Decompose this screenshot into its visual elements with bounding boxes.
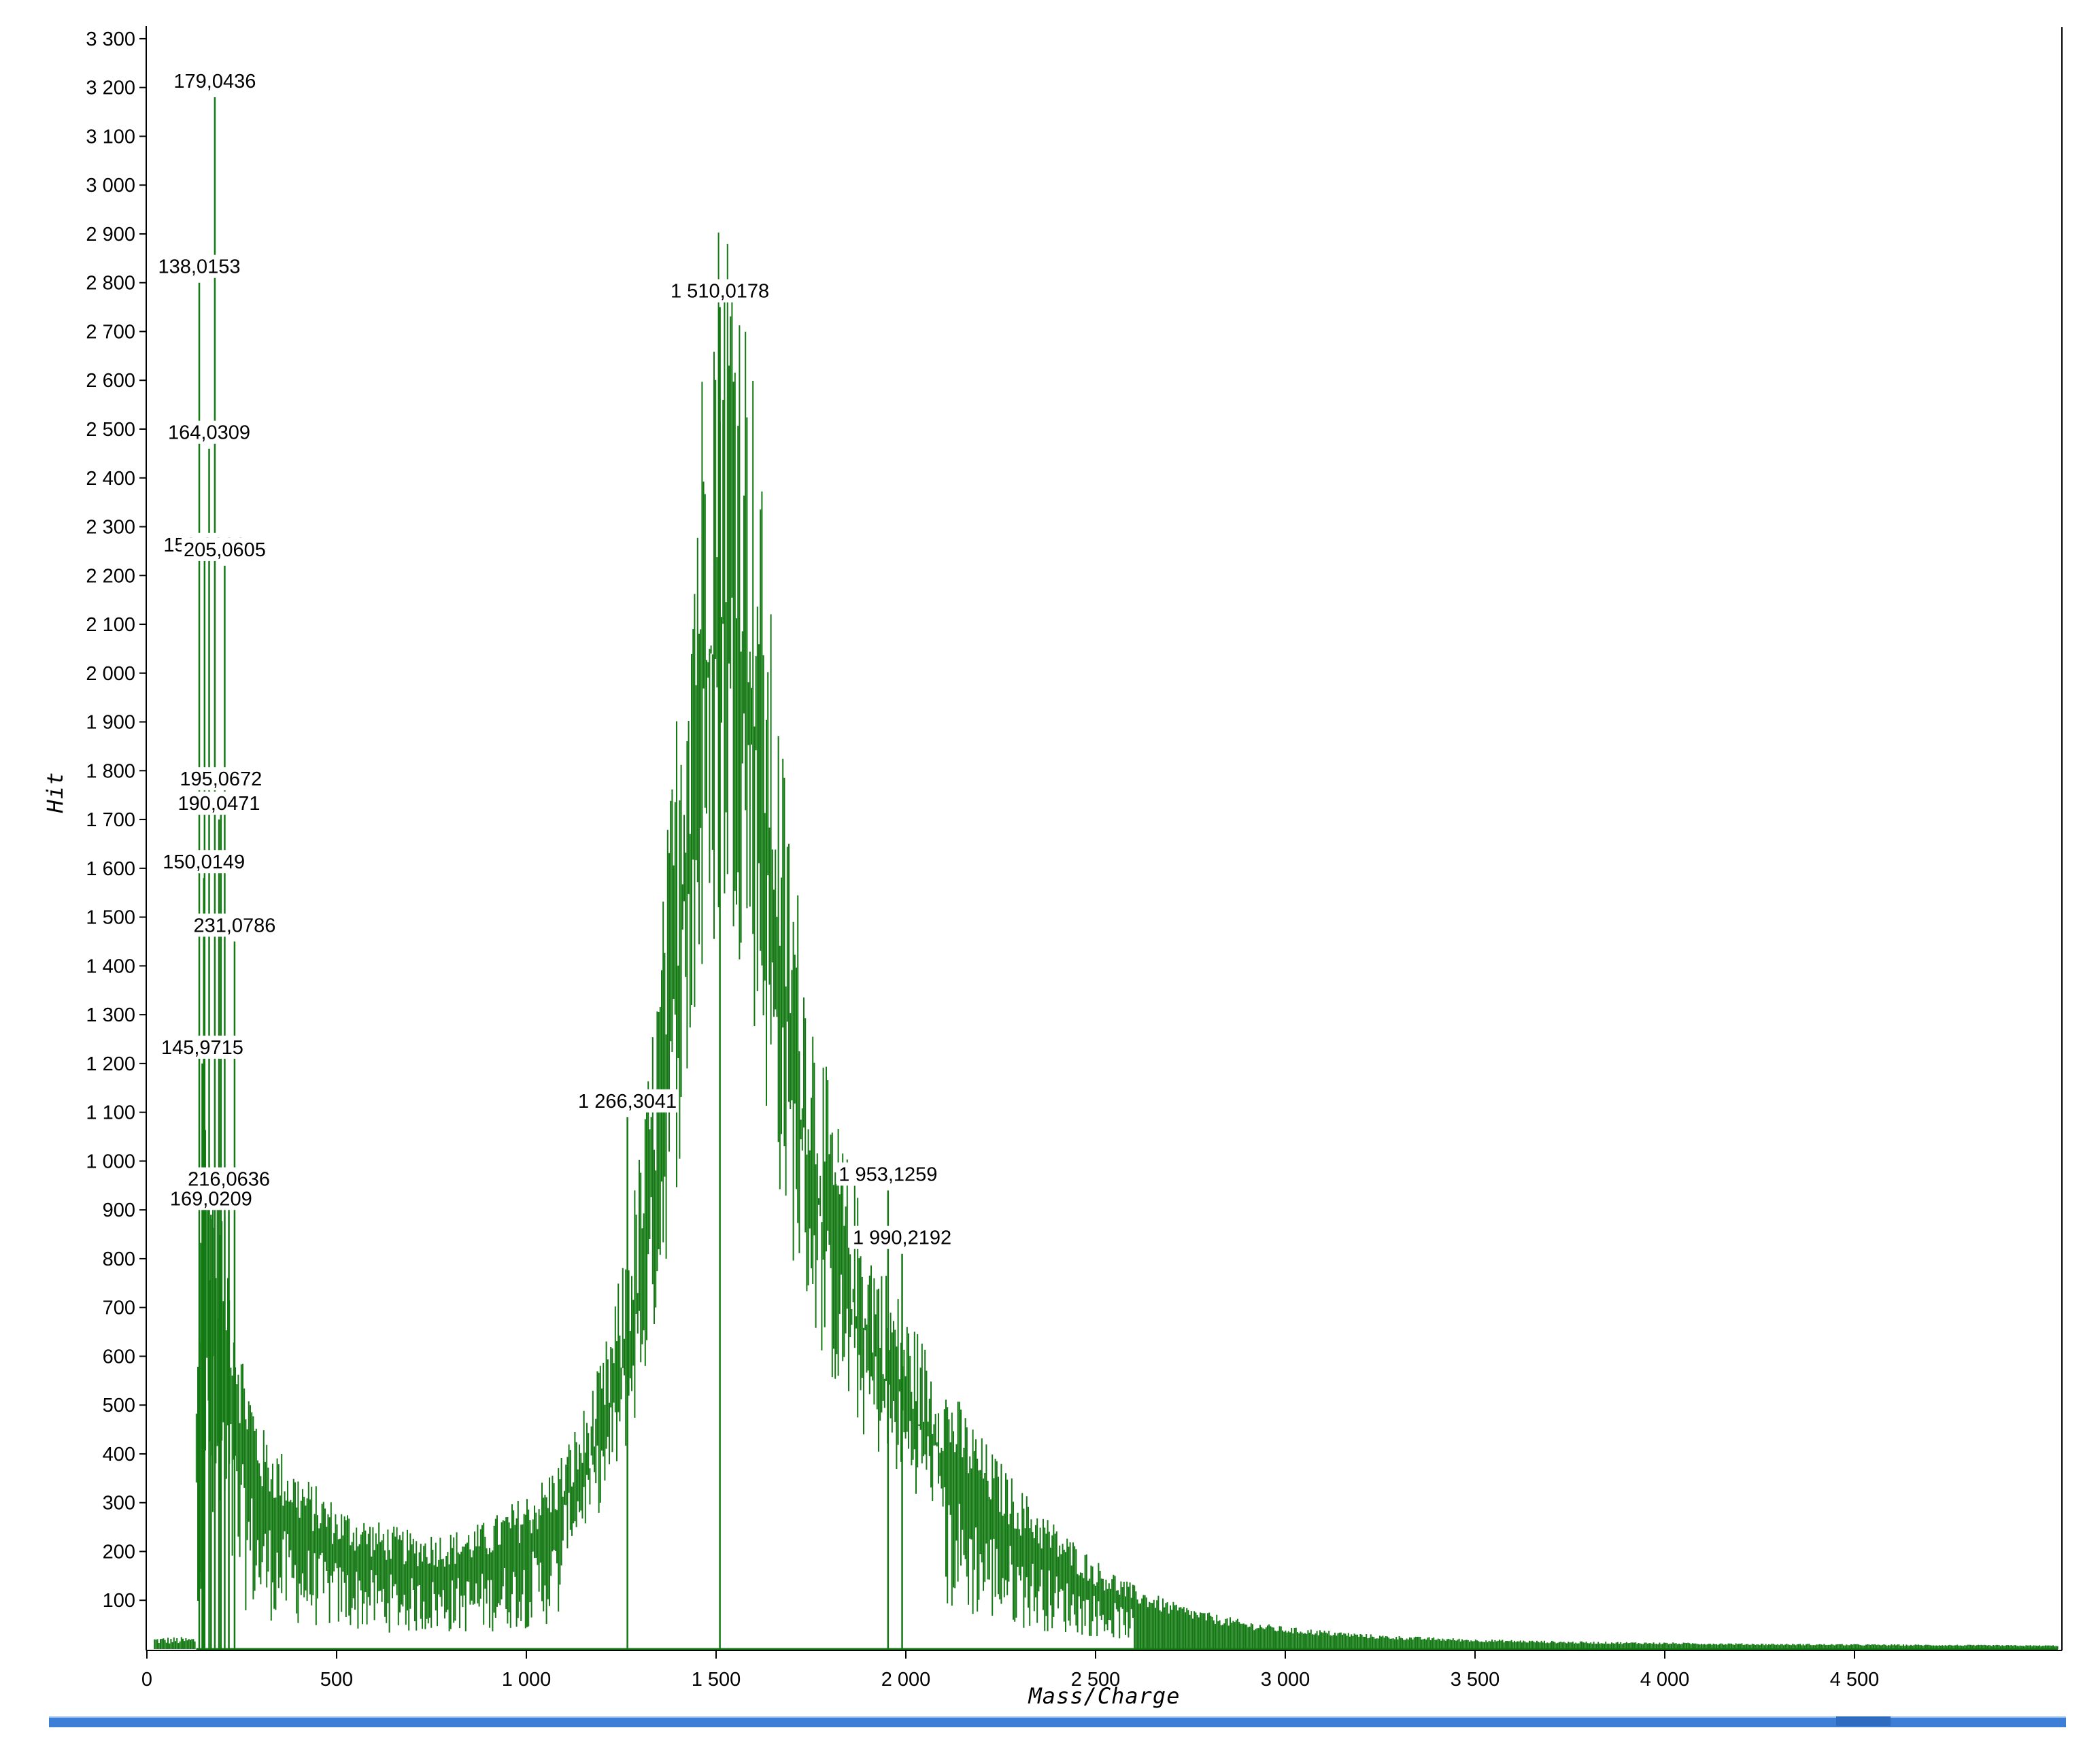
y-tick-label: 700	[103, 1297, 135, 1319]
peak-label: 1 510,0178	[671, 281, 769, 303]
y-tick-label: 1 500	[86, 907, 135, 929]
x-tick-label: 1 500	[692, 1669, 741, 1691]
y-tick-label: 1 200	[86, 1053, 135, 1075]
peak-label: 164,0309	[168, 422, 250, 444]
axes	[146, 26, 2063, 1651]
y-tick-label: 2 400	[86, 468, 135, 490]
x-tick-label: 4 500	[1830, 1669, 1880, 1691]
y-tick-label: 800	[103, 1249, 135, 1270]
peak-label-background	[576, 1089, 679, 1113]
y-tick-label: 2 300	[86, 517, 135, 539]
y-tick-label: 3 200	[86, 78, 135, 99]
y-tick-label: 3 300	[86, 29, 135, 50]
y-tick-label: 2 100	[86, 614, 135, 636]
y-tick-label: 600	[103, 1346, 135, 1368]
peak-label: 1 266,3041	[578, 1091, 677, 1113]
y-tick-label: 300	[103, 1493, 135, 1514]
y-tick-label: 2 200	[86, 565, 135, 587]
peak-label-background	[181, 537, 268, 561]
peak-label-background	[177, 767, 265, 791]
peak-label: 190,0471	[178, 793, 260, 815]
x-tick-label: 3 500	[1451, 1669, 1500, 1691]
y-tick-label: 400	[103, 1444, 135, 1465]
x-tick-label: 500	[320, 1669, 353, 1691]
y-tick-label: 1 700	[86, 809, 135, 831]
x-axis-ticks: 0 500 1 000 1 500 2 000 2 500 3 000 3 500 4 000 4…	[141, 1650, 1879, 1691]
peak-labels: 138,0153145,9715150,0149152,0296164,0309…	[156, 69, 954, 1249]
x-tick-label: 1 000	[502, 1669, 552, 1691]
y-tick-label: 2 000	[86, 663, 135, 685]
y-tick-label: 1 000	[86, 1151, 135, 1172]
peak-label: 145,9715	[161, 1037, 243, 1059]
peak-label: 1 990,2192	[853, 1227, 951, 1249]
peak-label: 138,0153	[158, 256, 241, 278]
spectrum-series	[154, 97, 2059, 1650]
peak-label: 169,0209	[170, 1188, 252, 1210]
x-tick-label: 2 000	[881, 1669, 931, 1691]
spectrum-trace	[154, 233, 2059, 1649]
peak-label: 231,0786	[193, 915, 275, 936]
x-axis-title: Mass/Charge	[1028, 1683, 1181, 1709]
x-tick-label: 4 000	[1640, 1669, 1690, 1691]
peak-label-background	[156, 254, 243, 278]
peak-label-background	[167, 1187, 254, 1210]
y-tick-label: 900	[103, 1200, 135, 1221]
window-status-strip	[49, 1716, 2066, 1727]
y-tick-label: 1 900	[86, 712, 135, 734]
y-axis-ticks: 100 200 300 400 500 600 700 800 900 1 000 1 100 1 2…	[86, 29, 146, 1612]
window-status-strip-segment	[1836, 1716, 1891, 1726]
y-tick-label: 1 800	[86, 760, 135, 782]
y-tick-label: 2 600	[86, 370, 135, 392]
x-tick-label: 2 500	[1071, 1669, 1121, 1691]
y-tick-label: 2 900	[86, 224, 135, 245]
y-axis-title: Hit	[42, 772, 68, 814]
y-tick-label: 1 300	[86, 1004, 135, 1026]
y-tick-label: 1 400	[86, 955, 135, 977]
peak-label: 179,0436	[173, 71, 256, 92]
y-tick-label: 100	[103, 1590, 135, 1612]
y-tick-label: 2 800	[86, 273, 135, 294]
y-tick-label: 1 100	[86, 1102, 135, 1124]
peak-label-background	[836, 1162, 940, 1186]
x-tick-label: 3 000	[1261, 1669, 1310, 1691]
y-tick-label: 2 500	[86, 419, 135, 441]
peak-label-background	[158, 1035, 245, 1059]
y-tick-label: 200	[103, 1541, 135, 1563]
peak-label: 205,0605	[184, 539, 266, 561]
y-tick-label: 3 100	[86, 126, 135, 148]
peak-label-background	[668, 279, 772, 303]
y-tick-label: 2 700	[86, 321, 135, 343]
peak-label-background	[175, 792, 262, 815]
y-tick-label: 1 600	[86, 858, 135, 880]
peak-label-background	[850, 1225, 954, 1249]
peak-label-background	[171, 69, 258, 93]
peak-label-background	[166, 420, 253, 444]
peak-label: 216,0636	[188, 1169, 270, 1191]
peak-label-background	[191, 913, 278, 937]
peak-label: 195,0672	[180, 768, 262, 790]
x-tick-label: 0	[141, 1669, 152, 1691]
peak-label-background	[186, 1167, 273, 1191]
peak-label-background	[160, 850, 248, 874]
y-tick-label: 3 000	[86, 175, 135, 197]
y-tick-label: 500	[103, 1395, 135, 1417]
peak-label: 150,0149	[163, 851, 245, 873]
peak-label: 1 953,1259	[839, 1164, 937, 1185]
